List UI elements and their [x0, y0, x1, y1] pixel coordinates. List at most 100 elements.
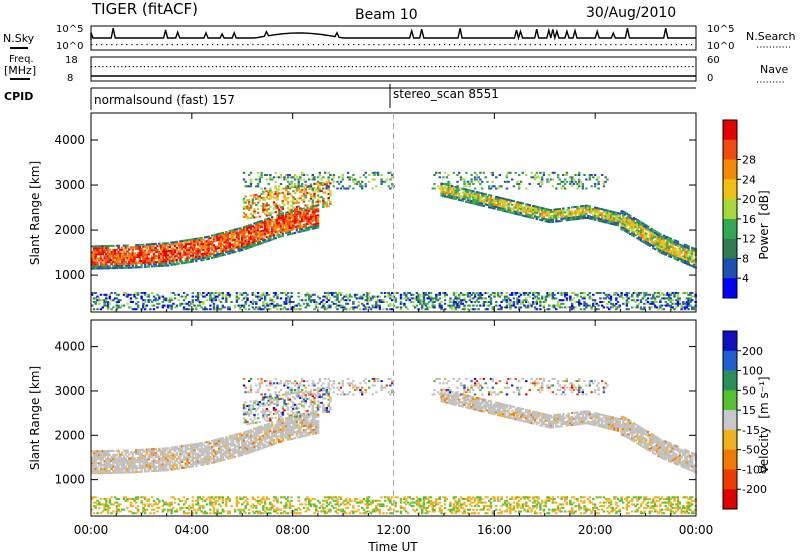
- power-cell: [170, 292, 173, 294]
- power-cell: [260, 230, 263, 233]
- power-cell: [655, 237, 659, 240]
- power-cell: [622, 302, 625, 305]
- power-cell: [165, 260, 168, 263]
- power-cell: [230, 301, 233, 303]
- velocity-cell: [133, 498, 136, 500]
- nave-dot: [212, 66, 214, 68]
- power-cell: [255, 301, 258, 303]
- power-cell: [576, 301, 579, 303]
- power-cell: [634, 292, 637, 294]
- power-cell: [691, 259, 694, 261]
- power-cell: [618, 295, 621, 298]
- power-cell: [645, 226, 648, 229]
- power-cell: [311, 219, 314, 222]
- power-cell: [685, 250, 689, 253]
- cpid-segment-2-label: stereo_scan 8551: [393, 87, 499, 101]
- velocity-cell: [92, 496, 96, 499]
- velocity-cell: [138, 458, 141, 461]
- power-cell: [205, 299, 209, 302]
- power-cell: [281, 292, 284, 294]
- power-cell: [544, 218, 547, 221]
- nsearch-dot: [171, 44, 173, 46]
- power-cell: [179, 250, 182, 253]
- power-cell: [301, 209, 304, 212]
- power-cell: [659, 249, 662, 252]
- power-cell: [648, 306, 651, 309]
- power-cell: [671, 250, 674, 253]
- power-cell: [585, 302, 588, 305]
- power-cell: [142, 243, 145, 246]
- power-cell: [371, 171, 374, 174]
- power-cell: [578, 180, 581, 183]
- power-cell: [648, 244, 651, 247]
- power-cell: [622, 224, 625, 227]
- power-cell: [535, 301, 539, 303]
- power-cell: [285, 302, 288, 305]
- power-cell: [269, 189, 272, 192]
- power-cell: [115, 263, 119, 265]
- power-cell: [283, 306, 286, 309]
- power-cell: [200, 301, 203, 303]
- power-cell: [417, 293, 420, 296]
- power-cell: [505, 174, 509, 176]
- power-cell: [616, 216, 620, 219]
- power-cell: [669, 297, 673, 300]
- power-cell: [286, 207, 290, 210]
- power-cell: [509, 293, 512, 296]
- power-cell: [225, 241, 228, 244]
- power-cell: [147, 299, 150, 302]
- power-cell: [290, 301, 293, 303]
- velocity-cell: [142, 496, 145, 499]
- velocity-cell: [128, 465, 131, 468]
- power-cell: [191, 302, 194, 305]
- power-cell: [454, 301, 457, 303]
- power-cell: [525, 187, 528, 190]
- power-cell: [459, 187, 463, 190]
- power-cell: [502, 199, 505, 202]
- power-cell: [179, 302, 182, 305]
- power-cell: [533, 205, 537, 208]
- power-cell: [293, 211, 297, 214]
- power-cell: [560, 215, 563, 218]
- velocity-cell: [103, 498, 106, 500]
- power-cell: [620, 224, 623, 227]
- power-cell: [288, 221, 291, 223]
- power-cell: [225, 251, 228, 254]
- power-cell: [126, 250, 129, 253]
- power-cell: [143, 255, 147, 258]
- power-cell: [288, 183, 291, 185]
- power-cell: [436, 293, 440, 296]
- power-cell: [565, 215, 569, 218]
- power-cell: [477, 295, 480, 298]
- velocity-cell: [106, 510, 110, 513]
- power-cell: [645, 228, 648, 231]
- power-cell: [94, 297, 97, 300]
- velocity-cell: [135, 453, 138, 456]
- power-cell: [601, 301, 604, 303]
- power-cell: [124, 266, 127, 269]
- power-cell: [558, 306, 561, 309]
- power-cell: [555, 210, 558, 213]
- power-cell: [283, 218, 286, 221]
- power-cell: [482, 194, 486, 197]
- power-cell: [488, 301, 491, 303]
- power-cell: [541, 219, 544, 222]
- power-cell: [293, 178, 297, 181]
- power-cell: [493, 207, 496, 210]
- nave-dot: [688, 66, 690, 68]
- nsearch-dot: [262, 44, 264, 46]
- power-cell: [593, 183, 597, 185]
- power-cell: [128, 293, 131, 296]
- power-cell: [604, 215, 607, 218]
- velocity-cell: [115, 449, 119, 452]
- power-cell: [219, 248, 223, 251]
- power-cell: [341, 297, 344, 300]
- power-cell: [309, 197, 313, 200]
- power-cell: [548, 295, 551, 298]
- power-cell: [445, 183, 449, 185]
- nave-dot: [522, 66, 524, 68]
- power-cell: [606, 293, 609, 296]
- power-cell: [578, 171, 581, 174]
- power-cell: [615, 297, 618, 300]
- power-cell: [378, 308, 381, 311]
